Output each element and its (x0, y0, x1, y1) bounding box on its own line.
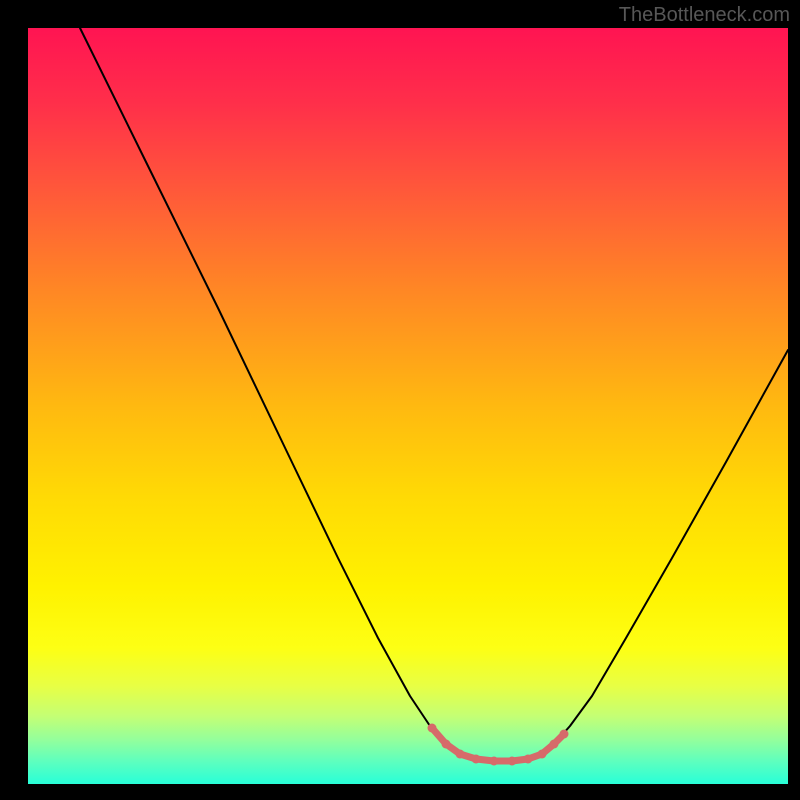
plot-area (28, 28, 788, 784)
curve-layer (28, 28, 788, 784)
highlight-marker (550, 740, 559, 749)
highlight-marker (456, 750, 465, 759)
highlight-marker (428, 724, 437, 733)
highlight-marker (538, 750, 547, 759)
highlight-marker (508, 757, 517, 766)
highlighted-segment (428, 724, 569, 766)
highlight-marker (442, 740, 451, 749)
chart-root: TheBottleneck.com (0, 0, 800, 800)
watermark-text: TheBottleneck.com (619, 4, 790, 27)
highlight-marker (490, 757, 499, 766)
highlight-marker (472, 755, 481, 764)
highlight-marker (560, 730, 569, 739)
main-curve (80, 28, 788, 761)
highlight-marker (524, 755, 533, 764)
